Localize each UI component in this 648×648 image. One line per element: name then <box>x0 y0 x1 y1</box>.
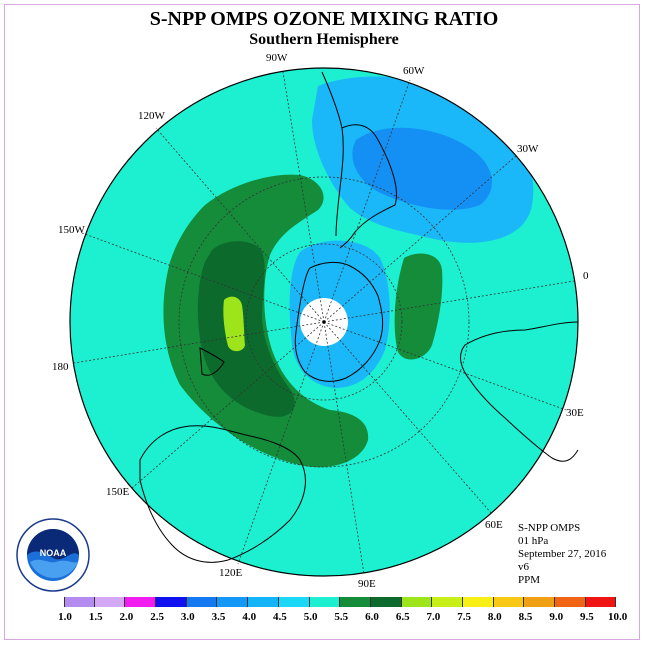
color-scale-segment <box>462 597 494 607</box>
color-scale-segment <box>94 597 126 607</box>
graticule <box>73 71 575 575</box>
product-version: v6 <box>518 561 529 573</box>
antarctica-coast <box>294 261 384 382</box>
lon-label-150w: 150W <box>58 224 86 236</box>
meridian-60w <box>323 79 411 323</box>
noaa-logo: NOAA <box>16 518 90 592</box>
latitude-circle-30 <box>178 176 470 468</box>
color-scale-segment <box>309 597 341 607</box>
color-scale-label: 2.5 <box>150 611 164 623</box>
units-label: PPM <box>518 574 541 586</box>
color-scale-label: 7.5 <box>457 611 471 623</box>
color-scale-bar <box>64 597 617 607</box>
color-scale-label: 6.0 <box>365 611 379 623</box>
high-ozone-crescent <box>163 174 369 468</box>
color-scale-segment <box>401 597 433 607</box>
lon-label-60w: 60W <box>403 65 425 77</box>
coastlines <box>139 71 579 563</box>
color-scale-segment <box>370 597 402 607</box>
lon-label-120e: 120E <box>219 567 243 579</box>
color-scale-segment <box>248 597 279 607</box>
south-pole-marker <box>322 320 326 324</box>
color-scale-segment <box>156 597 187 607</box>
color-scale-label: 8.0 <box>487 611 502 623</box>
color-scale-segment <box>585 597 617 607</box>
color-scale-segment <box>186 597 218 607</box>
high-ozone-east <box>394 253 443 360</box>
observation-date: September 27, 2016 <box>518 548 607 560</box>
color-scale-label: 6.5 <box>395 611 410 623</box>
noaa-logo-text: NOAA <box>40 548 67 558</box>
color-scale-segment <box>524 597 555 607</box>
color-scale-segment <box>217 597 249 607</box>
color-scale-segment <box>340 597 371 607</box>
color-scale-label: 5.0 <box>303 611 318 623</box>
lon-label-120w: 120W <box>138 110 166 122</box>
lon-label-90w: 90W <box>266 52 288 64</box>
map-boundary <box>69 67 579 577</box>
color-scale-label: 9.0 <box>549 611 564 623</box>
color-scale-label: 10.0 <box>607 611 628 623</box>
figure-frame <box>4 4 640 640</box>
australia-coast <box>139 425 306 563</box>
product-info: S-NPP OMPS 01 hPa September 27, 2016 v6 … <box>518 522 606 587</box>
color-scale-label: 4.0 <box>242 611 257 623</box>
meridian-150w <box>81 232 325 323</box>
color-scale-label: 7.0 <box>426 611 441 623</box>
new-zealand-coast <box>199 347 225 376</box>
color-scale-label: 5.5 <box>334 611 349 623</box>
color-scale-labels: 1.0 1.5 2.0 2.5 3.0 3.5 4.0 4.5 5.0 5.5 6.0 6.5 7.0 7… <box>50 611 627 625</box>
latitude-circle-60 <box>245 243 403 401</box>
meridian-120w <box>155 127 325 323</box>
africa-coast <box>460 321 579 462</box>
color-scale-label: 8.5 <box>518 611 533 623</box>
lower-ozone-region <box>352 127 492 210</box>
color-scale-label: 2.0 <box>119 611 134 623</box>
lon-label-30e: 30E <box>566 407 584 419</box>
map-subtitle: Southern Hemisphere <box>249 31 399 48</box>
lon-label-90e: 90E <box>358 578 376 590</box>
color-scale-label: 4.5 <box>273 611 287 623</box>
color-scale-label: 1.5 <box>88 611 103 623</box>
lon-label-150e: 150E <box>106 486 130 498</box>
color-scale-label: 3.5 <box>211 611 226 623</box>
color-scale-segment <box>125 597 157 607</box>
color-scale-segment <box>64 597 95 607</box>
color-scale-segment <box>555 597 586 607</box>
south-america-coast <box>321 71 397 249</box>
lon-label-60e: 60E <box>485 519 503 531</box>
color-scale-label: 9.5 <box>580 611 594 623</box>
pressure-level: 01 hPa <box>518 535 549 547</box>
color-scale-label: 1.0 <box>58 611 72 623</box>
instrument-name: S-NPP OMPS <box>518 522 581 534</box>
color-scale-segment <box>278 597 310 607</box>
lon-label-0: 0 <box>583 270 589 282</box>
meridian-120e <box>237 321 325 565</box>
map-title: S-NPP OMPS OZONE MIXING RATIO <box>149 8 499 30</box>
color-scale-segment <box>432 597 463 607</box>
lon-label-180: 180 <box>52 361 69 373</box>
color-scale-segment <box>493 597 525 607</box>
lon-label-30w: 30W <box>517 143 539 155</box>
meridian-60e <box>323 321 493 515</box>
meridian-30e <box>323 321 567 411</box>
longitude-labels: 90W 60W 30W 0 30E 60E 90E 120E 150E 180 … <box>52 52 589 590</box>
color-scale-label: 3.0 <box>180 611 195 623</box>
meridian-90e <box>323 321 365 575</box>
